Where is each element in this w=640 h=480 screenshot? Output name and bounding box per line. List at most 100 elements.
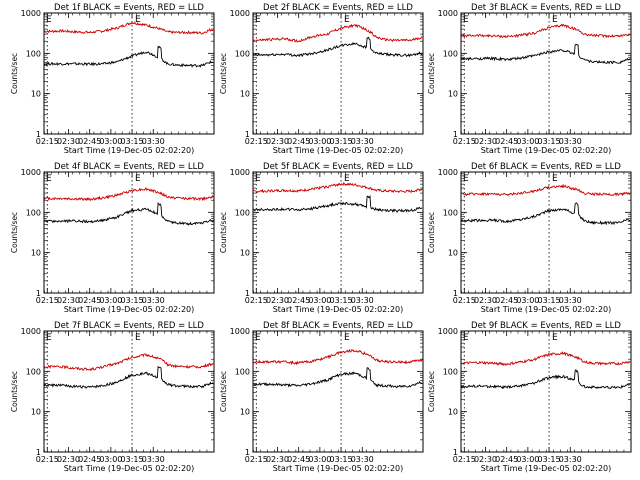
x-tick-label: 02:15 bbox=[245, 296, 268, 305]
y-tick-label: 1 bbox=[36, 448, 41, 457]
x-tick-label: 02:15 bbox=[453, 455, 476, 464]
plot-frame bbox=[460, 330, 632, 453]
x-tick-label: 02:15 bbox=[453, 296, 476, 305]
y-tick-label: 100 bbox=[443, 208, 458, 217]
x-tick-label: 02:15 bbox=[36, 455, 59, 464]
panel-6: Det 6f BLACK = Events, RED = LLD 1 10 100 10… bbox=[427, 162, 632, 314]
panel-4: Det 4f BLACK = Events, RED = LLD 1 10 100 10… bbox=[10, 162, 215, 314]
y-tick-label: 1 bbox=[245, 289, 250, 298]
panel-title: Det 6f BLACK = Events, RED = LLD bbox=[471, 162, 621, 172]
x-tick-label: 02:45 bbox=[495, 137, 518, 146]
x-axis-label: Start Time (19-Dec-05 02:02:20) bbox=[273, 146, 404, 155]
panel-9: Det 9f BLACK = Events, RED = LLD 1 10 100 10… bbox=[427, 321, 632, 473]
series-lld-line bbox=[43, 187, 214, 202]
panel-7: Det 7f BLACK = Events, RED = LLD 1 10 100 10… bbox=[10, 321, 215, 473]
x-tick-label: 03:00 bbox=[308, 137, 331, 146]
x-tick-label: 02:45 bbox=[495, 296, 518, 305]
y-tick-label: 100 bbox=[26, 208, 41, 217]
x-tick-label: 02:15 bbox=[245, 137, 268, 146]
x-tick-label: 02:45 bbox=[287, 137, 310, 146]
y-tick-label: 1000 bbox=[21, 168, 41, 177]
x-tick-label: 02:30 bbox=[57, 455, 80, 464]
x-tick-label: 03:30 bbox=[351, 455, 374, 464]
panel-title: Det 8f BLACK = Events, RED = LLD bbox=[263, 321, 413, 331]
marker-label-e: E bbox=[255, 333, 261, 343]
series-lld-line bbox=[253, 348, 423, 366]
panel-title: Det 3f BLACK = Events, RED = LLD bbox=[471, 3, 621, 13]
y-tick-label: 100 bbox=[443, 49, 458, 58]
x-tick-label: 03:15 bbox=[538, 296, 561, 305]
panel-2: Det 2f BLACK = Events, RED = LLD 1 10 100 10… bbox=[219, 3, 424, 155]
y-axis-label: Counts/sec bbox=[219, 212, 228, 253]
y-tick-label: 1000 bbox=[438, 9, 458, 18]
y-axis-label: Counts/sec bbox=[427, 53, 436, 94]
y-tick-label: 1000 bbox=[21, 327, 41, 336]
x-tick-label: 02:45 bbox=[78, 455, 101, 464]
y-tick-label: 10 bbox=[240, 408, 250, 417]
series-events-line bbox=[461, 202, 631, 226]
marker-label-e: E bbox=[46, 333, 52, 343]
y-tick-label: 10 bbox=[448, 408, 458, 417]
x-tick-label: 02:45 bbox=[495, 455, 518, 464]
x-tick-label: 03:30 bbox=[142, 137, 165, 146]
y-tick-label: 1000 bbox=[230, 9, 250, 18]
x-tick-label: 03:00 bbox=[308, 296, 331, 305]
x-tick-label: 03:30 bbox=[142, 296, 165, 305]
x-tick-label: 02:30 bbox=[474, 455, 497, 464]
panel-title: Det 7f BLACK = Events, RED = LLD bbox=[54, 321, 204, 331]
series-events-line bbox=[44, 45, 214, 68]
marker-label-e: E bbox=[463, 15, 469, 25]
marker-label-e: E bbox=[46, 174, 52, 184]
x-tick-label: 03:00 bbox=[99, 137, 122, 146]
y-axis-label: Counts/sec bbox=[10, 371, 19, 412]
series-lld-line bbox=[43, 353, 214, 371]
x-tick-label: 03:30 bbox=[559, 296, 582, 305]
x-axis-label: Start Time (19-Dec-05 02:02:20) bbox=[273, 305, 404, 314]
x-tick-label: 03:30 bbox=[351, 296, 374, 305]
panel-title: Det 5f BLACK = Events, RED = LLD bbox=[263, 162, 413, 172]
x-tick-label: 03:15 bbox=[121, 296, 144, 305]
x-tick-label: 02:15 bbox=[36, 296, 59, 305]
x-tick-label: 02:30 bbox=[474, 296, 497, 305]
x-tick-label: 03:15 bbox=[538, 455, 561, 464]
series-events-line bbox=[43, 365, 214, 389]
y-tick-label: 1000 bbox=[230, 168, 250, 177]
x-tick-label: 02:45 bbox=[78, 137, 101, 146]
y-tick-label: 1000 bbox=[230, 327, 250, 336]
y-axis-label: Counts/sec bbox=[219, 371, 228, 412]
plot-frame bbox=[43, 330, 215, 453]
series-events-line bbox=[253, 367, 423, 389]
x-tick-label: 03:15 bbox=[538, 137, 561, 146]
marker-label-e: E bbox=[135, 15, 141, 25]
y-tick-label: 10 bbox=[31, 90, 41, 99]
x-tick-label: 03:00 bbox=[516, 455, 539, 464]
marker-label-e: E bbox=[344, 174, 350, 184]
x-tick-label: 03:00 bbox=[516, 137, 539, 146]
x-tick-label: 03:15 bbox=[121, 455, 144, 464]
y-tick-label: 1 bbox=[245, 130, 250, 139]
marker-label-e: E bbox=[463, 333, 469, 343]
y-tick-label: 10 bbox=[31, 249, 41, 258]
y-axis-label: Counts/sec bbox=[427, 212, 436, 253]
marker-label-e: E bbox=[46, 15, 52, 25]
x-tick-label: 02:30 bbox=[266, 137, 289, 146]
plot-frame bbox=[252, 330, 424, 453]
marker-label-e: E bbox=[463, 174, 469, 184]
x-tick-label: 02:30 bbox=[474, 137, 497, 146]
y-tick-label: 1 bbox=[245, 448, 250, 457]
series-lld-line bbox=[461, 351, 631, 367]
panel-title: Det 2f BLACK = Events, RED = LLD bbox=[263, 3, 413, 13]
marker-label-e: E bbox=[255, 15, 261, 25]
x-tick-label: 03:15 bbox=[330, 296, 353, 305]
series-lld-line bbox=[461, 183, 631, 197]
y-axis-label: Counts/sec bbox=[10, 212, 19, 253]
x-tick-label: 02:15 bbox=[453, 137, 476, 146]
y-tick-label: 10 bbox=[448, 249, 458, 258]
series-lld-line bbox=[461, 23, 631, 39]
y-tick-label: 10 bbox=[448, 90, 458, 99]
marker-label-e: E bbox=[135, 174, 141, 184]
x-tick-label: 02:30 bbox=[266, 455, 289, 464]
panel-8: Det 8f BLACK = Events, RED = LLD 1 10 100 10… bbox=[219, 321, 424, 473]
x-tick-label: 03:15 bbox=[330, 455, 353, 464]
